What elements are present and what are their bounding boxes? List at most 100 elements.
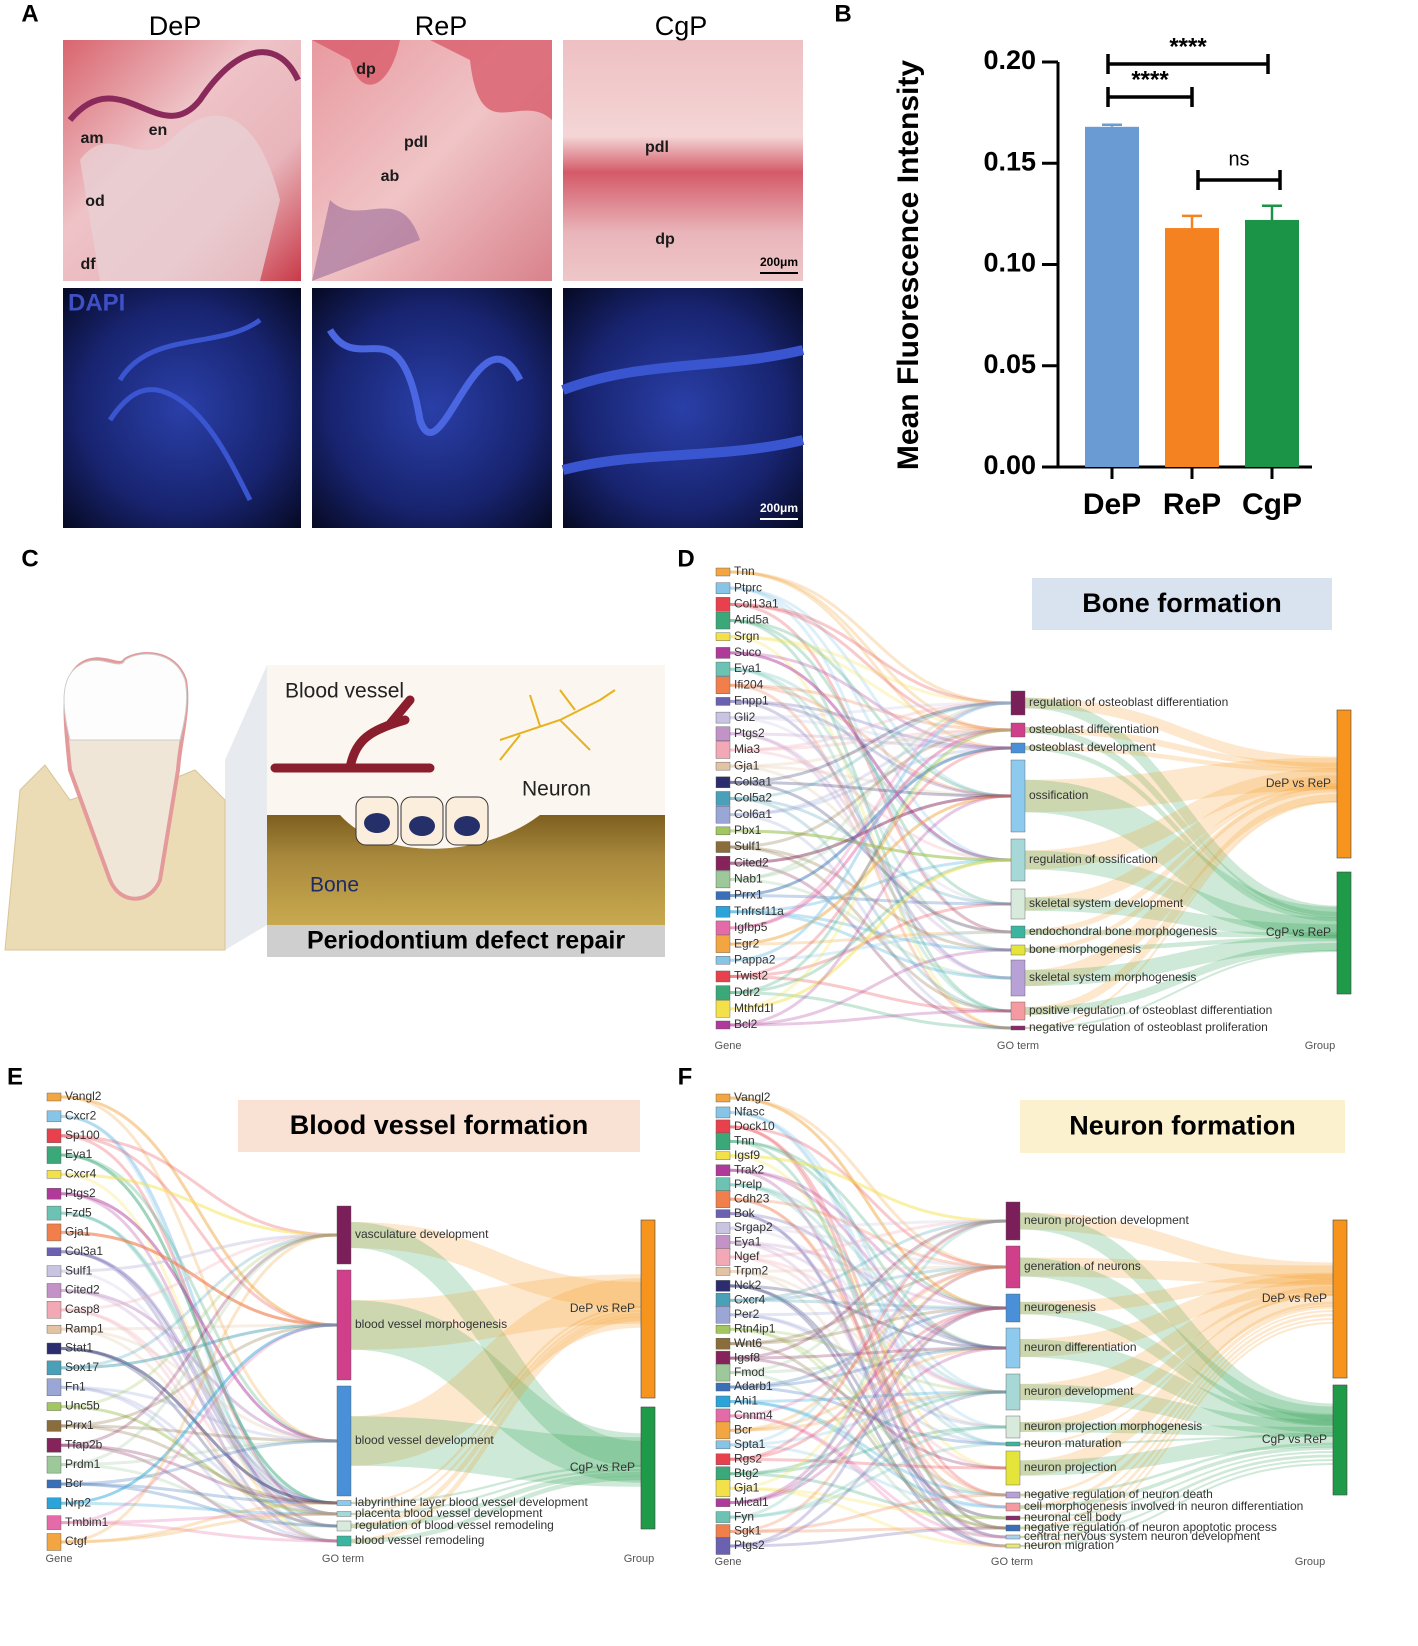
sankey-link <box>729 1219 1007 1302</box>
sankey-link <box>729 930 1012 962</box>
sankey-link <box>60 1501 338 1516</box>
sankey-link <box>729 748 1012 862</box>
sankey-link <box>60 1192 338 1443</box>
go-term-node <box>1010 838 1026 882</box>
column-header: ReP <box>415 11 468 41</box>
gene-label: Ptprc <box>734 580 762 594</box>
sankey-link <box>729 732 1012 980</box>
sankey-link <box>729 1486 1007 1548</box>
sankey-link <box>1019 1451 1334 1519</box>
sankey-link <box>729 746 1012 978</box>
sankey-link <box>1024 929 1338 938</box>
go-term-label: neuronal cell body <box>1024 1510 1121 1524</box>
column-header: Gene <box>715 1040 742 1052</box>
gene-node <box>715 856 731 871</box>
sankey-link <box>729 728 1012 930</box>
gene-node <box>715 1267 731 1276</box>
sankey-link <box>350 1464 642 1505</box>
gene-node <box>46 1455 62 1474</box>
sankey-link <box>1019 1446 1334 1509</box>
sankey-link <box>729 651 1012 750</box>
sankey-link <box>60 1424 338 1443</box>
gene-node <box>46 1438 62 1453</box>
sankey-link <box>729 845 1012 1013</box>
sankey-link <box>60 1323 338 1331</box>
sankey-link <box>729 1154 1007 1223</box>
sankey-link <box>60 1482 338 1528</box>
sankey-link <box>729 728 1012 849</box>
sankey-link <box>729 701 1012 930</box>
sankey-link <box>1024 783 1338 935</box>
sankey-title: Blood vessel formation <box>290 1110 589 1140</box>
sankey-link <box>60 1153 338 1505</box>
gene-label: Eya1 <box>734 661 762 675</box>
sankey-link <box>729 1212 1007 1539</box>
sankey-link <box>60 1153 338 1505</box>
panel-label: C <box>21 545 38 572</box>
gene-node <box>715 676 731 694</box>
gene-node <box>715 906 731 918</box>
sankey-link <box>60 1233 338 1544</box>
title-box <box>238 1100 640 1152</box>
sankey-link <box>60 1288 338 1443</box>
column-header: Group <box>1305 1040 1336 1052</box>
gene-label: Dock10 <box>734 1119 775 1133</box>
gene-node <box>715 1000 731 1018</box>
gene-node <box>715 776 731 789</box>
sankey-link <box>729 701 1012 752</box>
illustration-caption: Periodontium defect repair <box>307 927 625 955</box>
go-term-label: blood vessel development <box>355 1433 494 1447</box>
gene-node <box>46 1205 62 1221</box>
sankey-link <box>350 1278 642 1466</box>
sankey-link <box>729 1197 1007 1497</box>
sankey-link <box>729 794 1012 865</box>
sankey-link <box>729 651 1012 862</box>
sankey-link <box>729 1265 1007 1505</box>
sankey-link <box>350 1475 642 1544</box>
go-term-node <box>336 1385 352 1497</box>
gene-label: Col13a1 <box>734 597 779 611</box>
sankey-link <box>1024 745 1338 922</box>
sankey-link <box>1019 1257 1334 1426</box>
gene-node <box>715 1395 731 1408</box>
sankey-link <box>60 1233 338 1370</box>
sankey-link <box>729 1265 1007 1346</box>
panel-a-images <box>63 40 805 528</box>
tissue-layer <box>312 40 552 120</box>
sankey-link <box>729 667 1012 1013</box>
gene-node <box>715 1020 731 1030</box>
sankey-link <box>729 1442 1007 1519</box>
sankey-link <box>1019 1383 1334 1437</box>
go-term-label: generation of neurons <box>1024 1259 1141 1273</box>
sankey-link <box>729 635 1012 732</box>
sankey-link <box>729 701 1012 720</box>
sankey-link <box>350 1312 642 1529</box>
sankey-link <box>60 1323 338 1525</box>
gene-label: Tfap2b <box>65 1437 103 1451</box>
bar <box>1165 228 1219 467</box>
gene-label: Fn1 <box>65 1379 86 1393</box>
gene-node <box>715 1408 731 1424</box>
sankey-link <box>60 1233 338 1447</box>
column-header: DeP <box>149 11 202 41</box>
gene-node <box>715 970 731 983</box>
sankey-link <box>60 1347 338 1528</box>
sankey-link <box>729 1219 1007 1259</box>
sankey-link <box>729 701 1012 962</box>
gene-label: Mical1 <box>734 1495 769 1509</box>
sankey-link <box>729 797 1012 906</box>
gene-node <box>715 711 731 724</box>
sankey-link <box>729 780 1012 934</box>
tissue-layer <box>80 115 280 281</box>
sankey-link <box>729 1110 1007 1446</box>
x-tick-label: DeP <box>1083 488 1141 521</box>
go-term-label: placenta blood vessel development <box>355 1506 543 1520</box>
sankey-link <box>729 1443 1007 1509</box>
gene-node <box>715 1421 731 1440</box>
sankey-link <box>729 1219 1007 1360</box>
gene-node <box>715 1479 731 1497</box>
gene-label: Sulf1 <box>65 1263 93 1277</box>
gene-label: Prdm1 <box>65 1457 101 1471</box>
gene-node <box>46 1533 62 1551</box>
